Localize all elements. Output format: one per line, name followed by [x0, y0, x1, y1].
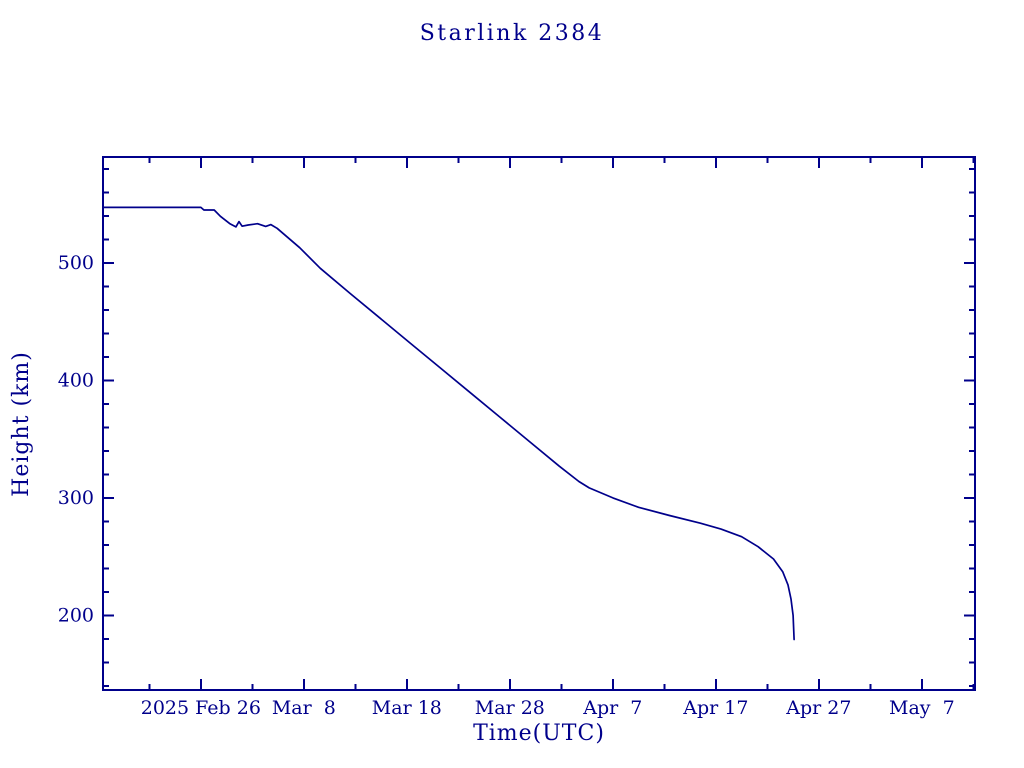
x-tick-label: Mar 28 [475, 697, 545, 719]
y-tick-label: 500 [58, 252, 94, 274]
x-tick-label: Mar 8 [272, 697, 336, 719]
x-tick-label: 2025 Feb 26 [141, 697, 261, 719]
height-curve-group [102, 206, 795, 641]
y-axis-title: Height (km) [9, 351, 34, 497]
chart-title: Starlink 2384 [420, 21, 605, 46]
plot-frame [102, 156, 976, 691]
x-tick-label: May 7 [889, 697, 955, 719]
y-tick-label: 300 [58, 487, 94, 509]
axis-tick-labels: 2025 Feb 26 Mar 8 Mar 18 Mar 28 Apr 7 Apr 17 A… [58, 252, 955, 719]
y-tick-label: 400 [58, 369, 94, 391]
x-tick-label: Apr 7 [582, 697, 642, 719]
x-tick-label: Apr 27 [785, 697, 851, 719]
x-tick-label: Apr 17 [682, 697, 748, 719]
y-tick-label: 200 [58, 604, 94, 626]
x-axis-title: Time(UTC) [473, 721, 605, 746]
x-tick-label: Mar 18 [372, 697, 442, 719]
height-curve [102, 206, 795, 641]
